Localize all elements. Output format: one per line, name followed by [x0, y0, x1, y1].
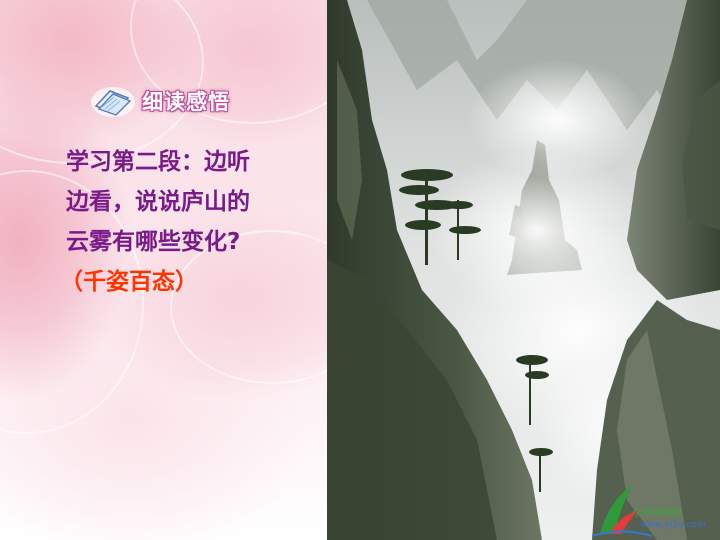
watermark-url: www.xj5u.com — [640, 520, 706, 530]
question-line-2: 边看，说说庐山的 — [66, 189, 250, 215]
question-line-1: 学习第二段：边听 — [66, 149, 250, 175]
answer-text: 千姿百态 — [83, 269, 175, 295]
book-icon — [91, 87, 135, 117]
watermark-logo: 小学资源网 www.xj5u.com — [592, 480, 720, 540]
heading-label: 细读感悟 — [142, 90, 230, 114]
watermark-name: 小学资源网 — [632, 508, 682, 519]
question-text: 学习第二段：边听 边看，说说庐山的 云雾有哪些变化? （千姿百态） — [60, 142, 250, 302]
answer-close-paren: ） — [175, 269, 198, 295]
section-heading: 细读感悟 — [90, 80, 260, 120]
answer-line: （千姿百态） — [60, 262, 250, 302]
mountain-cloud-photo — [327, 0, 720, 540]
answer-open-paren: （ — [60, 269, 83, 295]
leaf-logo-icon — [592, 484, 652, 537]
pink-flower-background — [0, 0, 374, 540]
question-line-3: 云雾有哪些变化? — [66, 229, 241, 255]
